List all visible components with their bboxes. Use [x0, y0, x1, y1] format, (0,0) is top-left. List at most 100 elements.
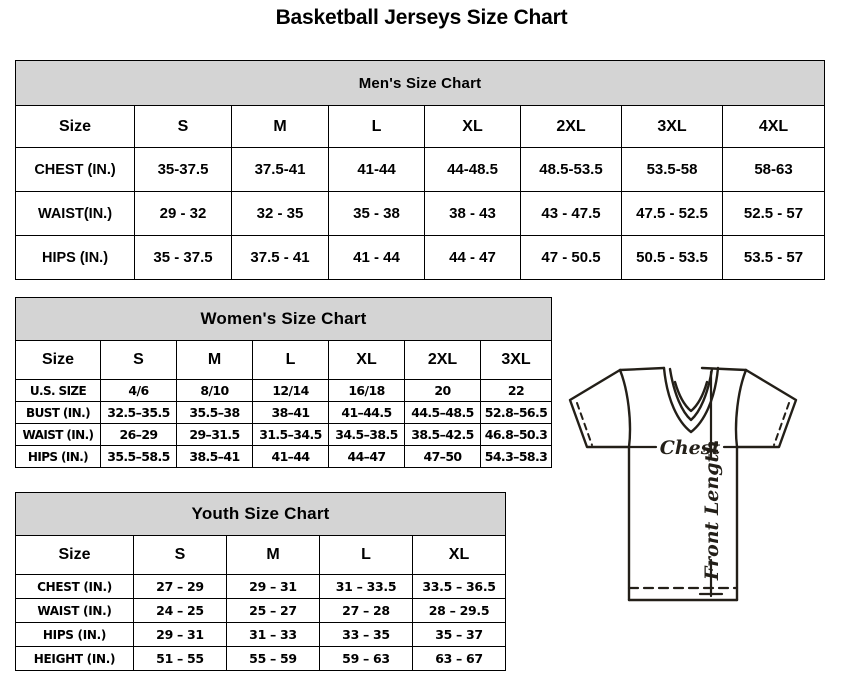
- youth-cell: 59 – 63: [319, 646, 413, 671]
- womens-cell: 41–44.5: [328, 401, 405, 424]
- mens-size-chart: Men's Size Chart Size S M L XL 2XL 3XL 4…: [14, 60, 826, 280]
- womens-cell: 4/6: [100, 379, 177, 402]
- mens-header-row: Size S M L XL 2XL 3XL 4XL: [15, 105, 826, 148]
- womens-col-header-xl: XL: [328, 340, 405, 380]
- womens-col-header-3xl: 3XL: [479, 340, 553, 380]
- mens-cell: 47 - 50.5: [520, 235, 622, 280]
- table-row: U.S. SIZE 4/6 8/10 12/14 16/18 20 22: [15, 379, 553, 402]
- youth-chart-title-row: Youth Size Chart: [14, 492, 507, 536]
- youth-cell: 35 – 37: [411, 622, 507, 647]
- womens-cell: 38.5–41: [176, 445, 253, 468]
- mens-col-header-s: S: [134, 105, 232, 148]
- womens-cell: 22: [479, 379, 553, 402]
- youth-cell: 28 – 29.5: [411, 598, 507, 623]
- youth-row-label: HEIGHT (IN.): [15, 646, 134, 671]
- youth-cell: 31 – 33: [226, 622, 320, 647]
- jersey-collar-line-1: [668, 367, 714, 422]
- mens-chart-title-row: Men's Size Chart: [14, 60, 826, 106]
- table-row: WAIST (IN.) 26–29 29–31.5 31.5–34.5 34.5…: [15, 423, 553, 446]
- youth-col-header-size: Size: [15, 535, 134, 575]
- youth-col-header-xl: XL: [411, 535, 507, 575]
- youth-row-label: WAIST (IN.): [15, 598, 134, 623]
- jersey-right-sleeve: [735, 368, 798, 449]
- mens-col-header-l: L: [328, 105, 425, 148]
- mens-cell: 53.5-58: [621, 147, 723, 192]
- youth-row-label: HIPS (IN.): [15, 622, 134, 647]
- womens-cell: 44.5–48.5: [404, 401, 481, 424]
- table-row: HEIGHT (IN.) 51 – 55 55 – 59 59 – 63 63 …: [15, 646, 507, 671]
- womens-cell: 38–41: [252, 401, 329, 424]
- youth-cell: 33.5 – 36.5: [411, 574, 507, 599]
- jersey-collar-line-2: [673, 380, 709, 413]
- table-row: HIPS (IN.) 29 – 31 31 – 33 33 – 35 35 – …: [15, 622, 507, 647]
- mens-cell: 38 - 43: [424, 191, 521, 236]
- womens-col-header-s: S: [100, 340, 177, 380]
- womens-cell: 52.8–56.5: [479, 401, 553, 424]
- womens-col-header-l: L: [252, 340, 329, 380]
- youth-cell: 29 – 31: [133, 622, 227, 647]
- jersey-right-cuff-stitch: [773, 402, 790, 446]
- womens-cell: 38.5–42.5: [404, 423, 481, 446]
- womens-cell: 8/10: [176, 379, 253, 402]
- youth-cell: 24 – 25: [133, 598, 227, 623]
- womens-cell: 41–44: [252, 445, 329, 468]
- mens-cell: 50.5 - 53.5: [621, 235, 723, 280]
- table-row: CHEST (IN.) 27 – 29 29 – 31 31 – 33.5 33…: [15, 574, 507, 599]
- mens-chart-title: Men's Size Chart: [14, 60, 826, 106]
- table-row: BUST (IN.) 32.5–35.5 35.5–38 38–41 41–44…: [15, 401, 553, 424]
- womens-cell: 44–47: [328, 445, 405, 468]
- womens-cell: 31.5–34.5: [252, 423, 329, 446]
- womens-size-chart: Women's Size Chart Size S M L XL 2XL 3XL…: [14, 297, 553, 468]
- womens-cell: 20: [404, 379, 481, 402]
- mens-col-header-xl: XL: [424, 105, 521, 148]
- mens-col-header-3xl: 3XL: [621, 105, 723, 148]
- womens-header-row: Size S M L XL 2XL 3XL: [15, 340, 553, 380]
- mens-cell: 43 - 47.5: [520, 191, 622, 236]
- jersey-measurement-diagram: Chest Front Length: [528, 360, 838, 650]
- mens-cell: 44-48.5: [424, 147, 521, 192]
- womens-col-header-2xl: 2XL: [404, 340, 481, 380]
- mens-cell: 35 - 38: [328, 191, 425, 236]
- youth-cell: 27 – 28: [319, 598, 413, 623]
- womens-row-label: BUST (IN.): [15, 401, 101, 424]
- womens-cell: 46.8–50.3: [479, 423, 553, 446]
- womens-cell: 16/18: [328, 379, 405, 402]
- mens-cell: 47.5 - 52.5: [621, 191, 723, 236]
- mens-row-label: WAIST(IN.): [15, 191, 135, 236]
- womens-chart-title: Women's Size Chart: [14, 297, 553, 341]
- womens-chart-title-row: Women's Size Chart: [14, 297, 553, 341]
- womens-cell: 54.3–58.3: [479, 445, 553, 468]
- mens-cell: 48.5-53.5: [520, 147, 622, 192]
- table-row: HIPS (IN.) 35 - 37.5 37.5 - 41 41 - 44 4…: [15, 235, 826, 280]
- womens-cell: 29–31.5: [176, 423, 253, 446]
- youth-chart-title: Youth Size Chart: [14, 492, 507, 536]
- mens-row-label: CHEST (IN.): [15, 147, 135, 192]
- youth-cell: 63 – 67: [411, 646, 507, 671]
- mens-cell: 52.5 - 57: [721, 191, 826, 236]
- mens-cell: 32 - 35: [231, 191, 329, 236]
- mens-col-header-size: Size: [15, 105, 135, 148]
- youth-cell: 31 – 33.5: [319, 574, 413, 599]
- womens-row-label: WAIST (IN.): [15, 423, 101, 446]
- page-title: Basketball Jerseys Size Chart: [275, 6, 568, 29]
- mens-cell: 44 - 47: [424, 235, 521, 280]
- youth-size-chart: Youth Size Chart Size S M L XL CHEST (IN…: [14, 492, 507, 671]
- jersey-right-shoulder: [700, 366, 748, 372]
- jersey-right-armhole: [734, 368, 748, 449]
- jersey-left-armhole: [618, 368, 632, 449]
- mens-cell: 58-63: [721, 147, 826, 192]
- jersey-neckline-outer: [662, 366, 720, 434]
- youth-col-header-s: S: [133, 535, 227, 575]
- mens-cell: 37.5 - 41: [231, 235, 329, 280]
- mens-cell: 41 - 44: [328, 235, 425, 280]
- womens-row-label: U.S. SIZE: [15, 379, 101, 402]
- mens-cell: 35-37.5: [134, 147, 232, 192]
- womens-cell: 32.5–35.5: [100, 401, 177, 424]
- youth-row-label: CHEST (IN.): [15, 574, 134, 599]
- womens-cell: 35.5–38: [176, 401, 253, 424]
- womens-col-header-m: M: [176, 340, 253, 380]
- youth-col-header-m: M: [226, 535, 320, 575]
- youth-cell: 29 – 31: [226, 574, 320, 599]
- mens-col-header-2xl: 2XL: [520, 105, 622, 148]
- youth-cell: 27 – 29: [133, 574, 227, 599]
